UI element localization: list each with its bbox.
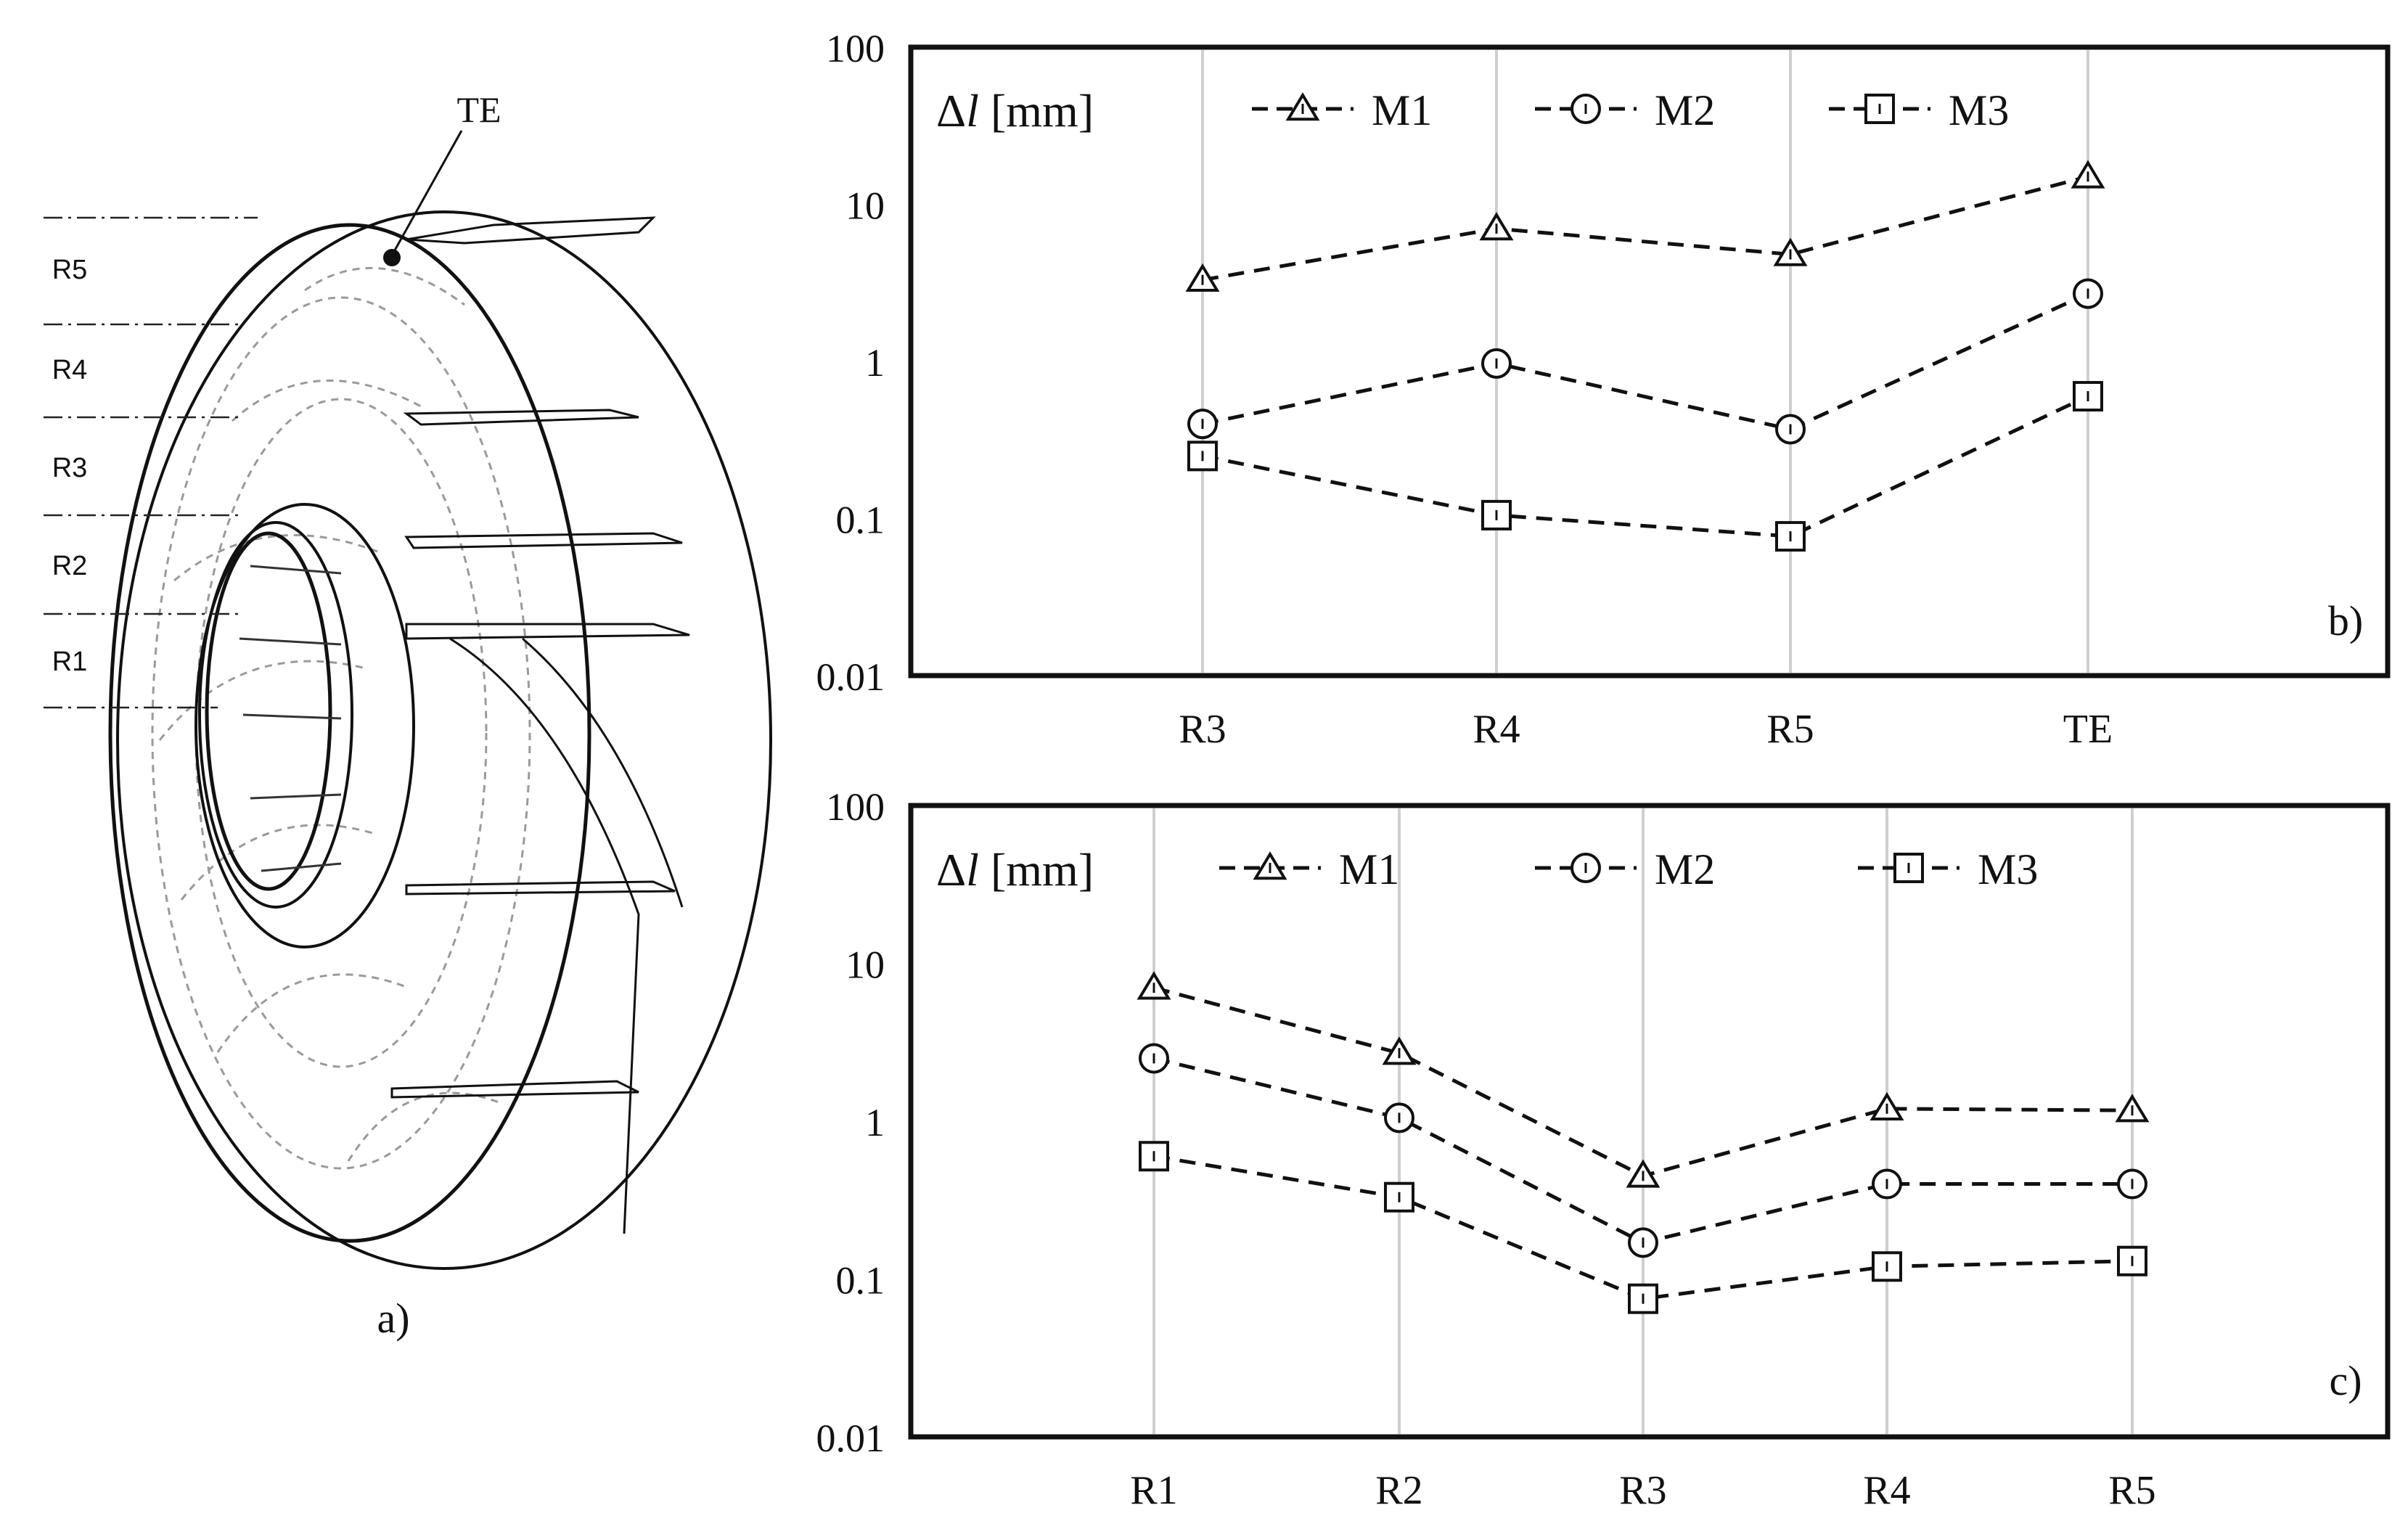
x-tick-labels-b: R3 R4 R5 TE [1179, 707, 2113, 752]
impeller-drawing [44, 130, 772, 1270]
y-tick-label: 100 [826, 27, 885, 70]
te-leader-line [390, 130, 463, 256]
y-tick-label: 1 [865, 1101, 885, 1144]
y-tick-label: 100 [826, 785, 885, 829]
radius-lines [44, 216, 258, 709]
legend-label-m1: M1 [1372, 86, 1432, 134]
radius-label-r2: R2 [52, 551, 88, 581]
inlet-ring-outer [194, 503, 415, 948]
y-tick-label: 0.1 [836, 499, 885, 542]
plot-frame-c [908, 803, 2391, 1440]
y-tick-label: 0.1 [836, 1259, 885, 1303]
y-axis-label-c: Δl [mm] [936, 844, 1094, 895]
radius-label-r4: R4 [52, 355, 88, 385]
gridlines-c [1152, 808, 2134, 1434]
series-b [1185, 160, 2105, 552]
y-tick-label: 0.01 [816, 1417, 885, 1460]
x-tick-label-r5: R5 [2108, 1468, 2155, 1513]
te-marker-dot [383, 249, 401, 266]
y-axis-label-b: Δl [mm] [936, 85, 1094, 136]
series-line-m3 [1153, 1154, 2133, 1301]
radius-label-r5: R5 [52, 255, 88, 285]
y-tick-label: 1 [865, 341, 885, 385]
impeller-backplate-outline [116, 210, 772, 1270]
point-m3-r5 [2117, 1245, 2147, 1276]
radius-label-r1: R1 [52, 647, 88, 677]
legend-b: Δl [mm] M1 M2 M3 [936, 85, 2009, 136]
gridlines-b [1201, 50, 2089, 673]
panel-label-b: b) [2328, 597, 2363, 644]
x-tick-label-r4: R4 [1473, 707, 1520, 752]
y-tick-label: 10 [845, 184, 885, 228]
x-tick-label-r1: R1 [1130, 1468, 1177, 1513]
series-line-m1 [1202, 174, 2089, 282]
y-tick-labels-b: 100 10 1 0.1 0.01 [816, 27, 885, 699]
x-tick-label-r5: R5 [1766, 707, 1814, 752]
te-label: TE [456, 89, 501, 130]
radius-label-r3: R3 [52, 453, 88, 483]
panel-label-c: c) [2329, 1357, 2362, 1404]
legend-label-m3: M3 [1949, 86, 2009, 134]
x-tick-label-r3: R3 [1179, 707, 1226, 752]
point-m3-te [2073, 381, 2103, 412]
plot-frame-b [908, 44, 2391, 679]
inlet-ring-inner [205, 531, 332, 891]
x-tick-label-te: TE [2063, 707, 2113, 752]
impeller-shroud-outline [108, 223, 591, 1243]
series-line-m2 [1202, 292, 2089, 432]
y-tick-labels-c: 100 10 1 0.1 0.01 [816, 785, 885, 1460]
legend-c: Δl [mm] M1 M2 M3 [936, 844, 2038, 895]
x-tick-label-r4: R4 [1863, 1468, 1910, 1513]
panel-a-label: a) [377, 1295, 409, 1342]
x-tick-label-r2: R2 [1375, 1468, 1422, 1513]
legend-label-m3: M3 [1978, 845, 2038, 893]
series-line-m3 [1202, 394, 2089, 538]
y-tick-label: 10 [845, 943, 885, 987]
legend-label-m2: M2 [1655, 86, 1715, 134]
legend-label-m1: M1 [1339, 845, 1399, 893]
x-tick-label-r3: R3 [1619, 1468, 1666, 1513]
y-tick-label: 0.01 [816, 655, 885, 699]
legend-label-m2: M2 [1655, 845, 1715, 893]
x-tick-labels-c: R1 R2 R3 R4 R5 [1130, 1468, 2155, 1513]
chart-panel-b: 100 10 1 0.1 0.01 R3 R4 R5 TE Δl [mm] M1 M2 M3 b) [816, 27, 2391, 752]
series-c [1137, 971, 2150, 1314]
